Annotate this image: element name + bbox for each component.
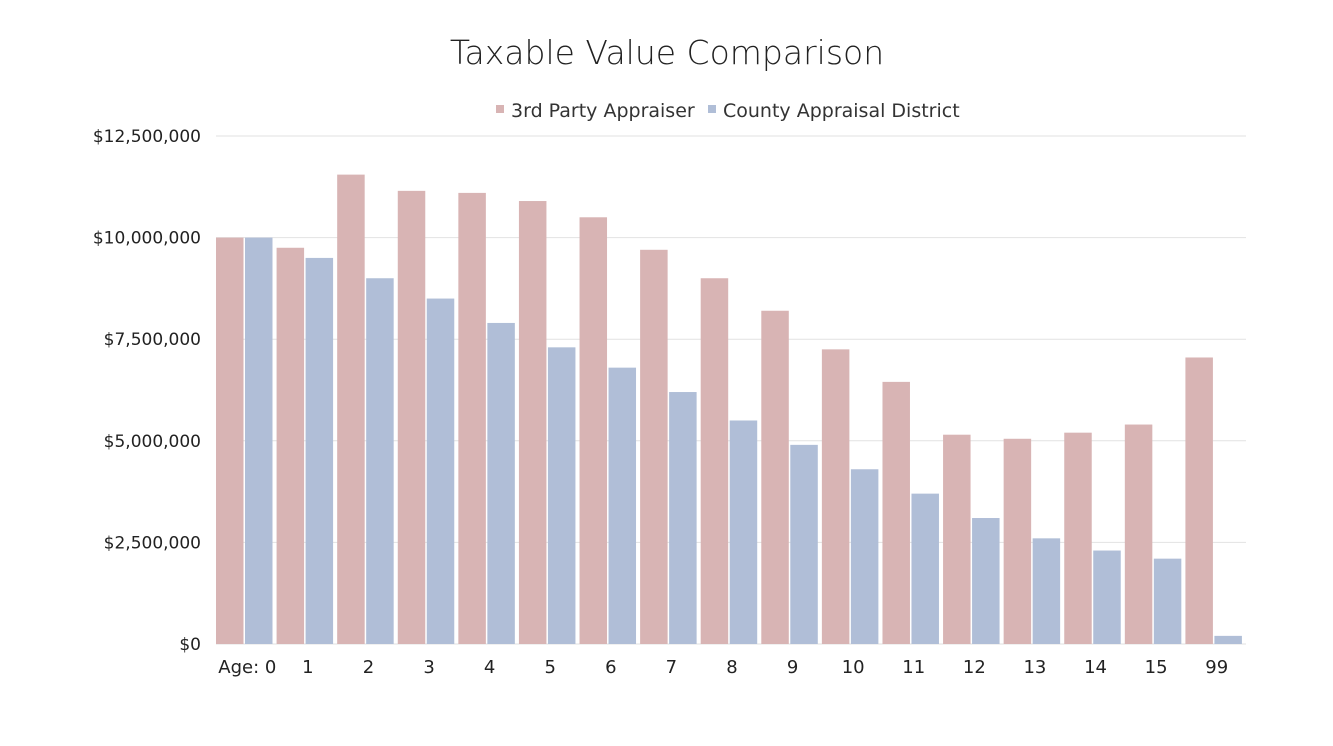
y-tick-label: $10,000,000	[93, 229, 201, 249]
bar-series-1	[1003, 438, 1032, 644]
y-tick-label: $7,500,000	[104, 330, 201, 350]
bar-series-2	[366, 278, 394, 644]
bar-series-1	[1064, 432, 1092, 644]
y-tick-label: $5,000,000	[104, 432, 201, 452]
x-tick-label: 11	[902, 657, 925, 678]
y-tick-label: $0	[179, 635, 201, 655]
bar-series-1	[821, 349, 850, 644]
bar-series-2	[790, 444, 818, 644]
bars	[216, 174, 1242, 645]
bar-series-1	[640, 249, 668, 645]
x-tick-label: 4	[484, 657, 495, 678]
bar-series-2	[305, 257, 334, 644]
legend-swatch-series-2	[708, 105, 716, 113]
x-tick-label: 13	[1023, 657, 1046, 678]
x-tick-label: 9	[787, 657, 798, 678]
bar-series-1	[579, 217, 608, 644]
bar-series-2	[547, 347, 576, 644]
x-tick-label: Age: 0	[218, 657, 276, 678]
legend-label-series-1: 3rd Party Appraiser	[511, 100, 695, 122]
x-axis: Age: 0 1 2 3 4 5 6 7 8 9 10 11 12 13 14 15 99	[218, 657, 1228, 678]
bar-series-1	[397, 190, 426, 644]
bar-series-1	[1185, 357, 1213, 644]
bar-series-1	[337, 174, 365, 644]
y-tick-label: $2,500,000	[104, 533, 201, 553]
chart-title: Taxable Value Comparison	[450, 33, 884, 72]
y-tick-label: $12,500,000	[93, 127, 201, 147]
bar-series-2	[1093, 550, 1121, 644]
legend-label-series-2: County Appraisal District	[723, 100, 960, 122]
x-tick-label: 1	[302, 657, 313, 678]
bar-series-2	[1214, 635, 1242, 644]
x-tick-label: 7	[666, 657, 677, 678]
bar-series-1	[1124, 424, 1153, 644]
bar-series-2	[972, 518, 1000, 644]
x-tick-label: 6	[605, 657, 616, 678]
bar-series-2	[426, 298, 455, 644]
bar-series-2	[1032, 538, 1061, 644]
bar-series-1	[700, 278, 729, 644]
x-tick-label: 5	[545, 657, 556, 678]
x-tick-label: 10	[842, 657, 865, 678]
bar-series-1	[882, 381, 910, 644]
y-axis: $0 $2,500,000 $5,000,000 $7,500,000 $10,000,…	[93, 127, 201, 655]
x-tick-label: 15	[1145, 657, 1168, 678]
bar-series-2	[1153, 558, 1182, 644]
bar-series-2	[608, 367, 637, 644]
bar-series-2	[669, 392, 697, 644]
bar-series-2	[245, 237, 273, 644]
x-tick-label: 3	[423, 657, 434, 678]
bar-series-1	[216, 237, 244, 644]
bar-series-2	[729, 420, 758, 644]
legend-swatch-series-1	[496, 105, 504, 113]
x-tick-label: 2	[363, 657, 374, 678]
bar-series-2	[487, 322, 515, 644]
bar-series-1	[518, 201, 547, 645]
bar-series-2	[911, 493, 939, 644]
legend: 3rd Party Appraiser County Appraisal Dis…	[496, 100, 960, 122]
x-tick-label: 8	[726, 657, 737, 678]
bar-series-1	[761, 310, 789, 644]
bar-series-2	[850, 469, 879, 644]
bar-series-1	[458, 192, 486, 644]
bar-series-1	[943, 434, 971, 644]
x-tick-label: 12	[963, 657, 986, 678]
bar-series-1	[276, 247, 305, 644]
x-tick-label: 99	[1205, 657, 1228, 678]
x-tick-label: 14	[1084, 657, 1107, 678]
